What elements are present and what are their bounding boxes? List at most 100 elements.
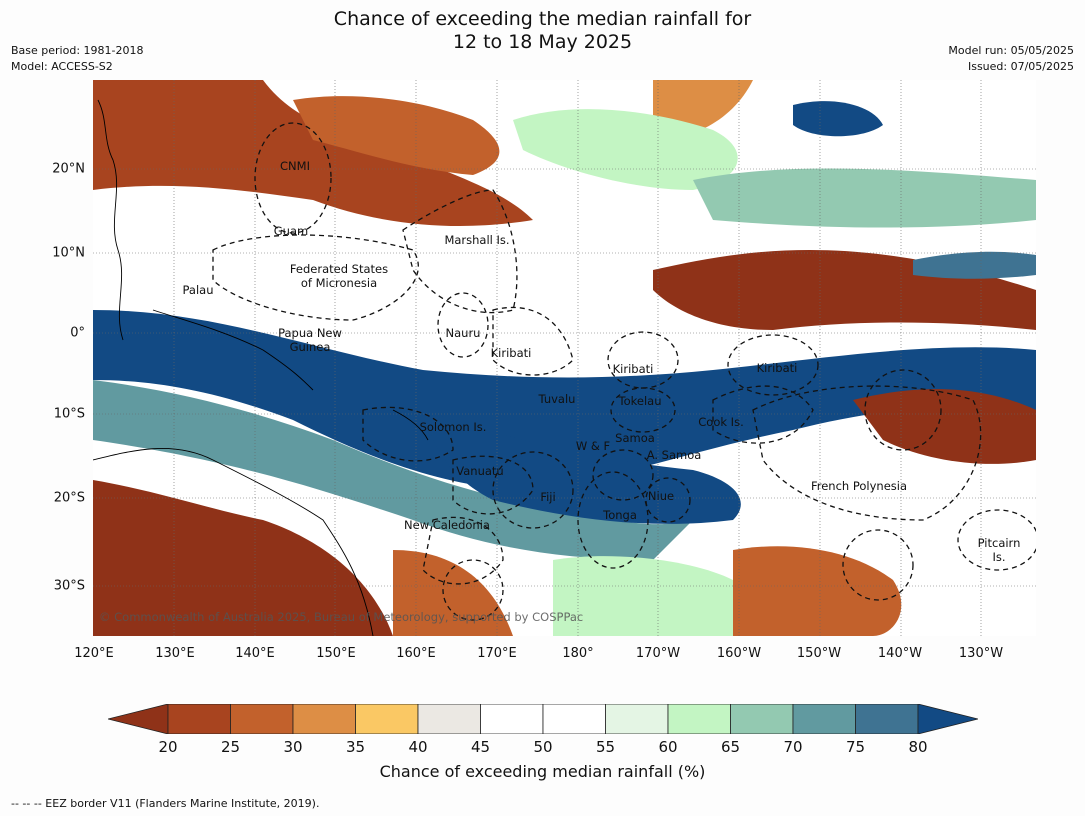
label-pitcairn-2: Is. [992, 550, 1005, 564]
label-niue: Niue [648, 489, 674, 503]
label-tuvalu: Tuvalu [538, 392, 576, 406]
colorbar-tick-label: 20 [158, 738, 178, 756]
label-kiribati-phoenix: Kiribati [613, 362, 654, 376]
lon-label: 140°W [877, 646, 923, 661]
lon-label: 150°E [316, 646, 356, 661]
label-american-samoa: A. Samoa [647, 448, 702, 462]
rainfall-map: CNMI Guam Marshall Is. Federated States … [93, 80, 1036, 636]
dry-region-north-west [93, 80, 533, 226]
wet-region-equatorial [93, 310, 1036, 490]
dry-region-south [393, 550, 513, 636]
colorbar-tick-label: 40 [408, 738, 428, 756]
label-png-2: Guinea [290, 340, 331, 354]
colorbar-extension-low [108, 704, 169, 734]
lon-label: 140°E [235, 646, 275, 661]
lat-label: 30°S [53, 578, 85, 594]
wet-region-east-band [913, 251, 1036, 279]
colorbar-title: Chance of exceeding median rainfall (%) [379, 762, 706, 781]
coastlines [93, 99, 429, 636]
label-new-caledonia: New Caledonia [404, 518, 490, 532]
colorbar-segment [855, 704, 919, 734]
dry-region-south-east [853, 389, 1036, 464]
wet-region-spcz [423, 410, 741, 524]
transition-region-equatorial [93, 380, 693, 560]
lon-label: 170°E [477, 646, 517, 661]
colorbar-segment [167, 704, 231, 734]
lon-label: 180° [562, 646, 594, 661]
lon-label: 170°W [635, 646, 681, 661]
label-nauru: Nauru [446, 326, 481, 340]
graticule [93, 80, 1036, 636]
lon-label: 150°W [796, 646, 842, 661]
colorbar-tick-label: 25 [220, 738, 241, 756]
colorbar-segment [230, 704, 294, 734]
eez-footer-note: -- -- -- EEZ border V11 (Flanders Marine… [11, 797, 320, 810]
label-kiribati-line: Kiribati [757, 361, 798, 375]
issued-date: Issued: 07/05/2025 [967, 60, 1074, 73]
moist-region-north-east [693, 168, 1036, 228]
label-french-polynesia: French Polynesia [811, 479, 907, 493]
colorbar-segment [605, 704, 669, 734]
lat-label: 20°N [52, 161, 85, 177]
meta-right: Model run: 05/05/2025 Issued: 07/05/2025 [948, 43, 1074, 75]
lon-label: 160°E [396, 646, 436, 661]
wet-region-north-east [793, 101, 883, 137]
colorbar-tick-label: 30 [283, 738, 303, 756]
dry-region-south-pacific [733, 546, 902, 636]
colorbar-segment [667, 704, 731, 734]
label-fsm-2: of Micronesia [301, 276, 377, 290]
colorbar-segment [792, 704, 856, 734]
colorbar-segment [292, 704, 356, 734]
colorbar-tick-label: 75 [845, 738, 866, 756]
model-run: Model run: 05/05/2025 [948, 44, 1074, 57]
colorbar-tick-label: 65 [720, 738, 741, 756]
map-title: Chance of exceeding the median rainfall … [0, 8, 1085, 54]
dry-region-australia [93, 480, 393, 636]
title-line-1: Chance of exceeding the median rainfall … [333, 8, 752, 30]
label-fiji: Fiji [540, 490, 555, 504]
label-kiribati-gilbert: Kiribati [491, 346, 532, 360]
dry-region-north-mid [293, 96, 500, 175]
colorbar-extension-high [917, 704, 978, 734]
colorbar [108, 704, 978, 734]
lat-label: 10°N [52, 245, 85, 261]
label-cnmi: CNMI [280, 159, 310, 173]
label-cook: Cook Is. [698, 415, 743, 429]
lat-label: 0° [70, 325, 85, 341]
colorbar-tick-label: 35 [345, 738, 366, 756]
label-solomon: Solomon Is. [420, 420, 487, 434]
label-marshall: Marshall Is. [444, 233, 509, 247]
lon-label: 120°E [74, 646, 114, 661]
label-tonga: Tonga [602, 508, 637, 522]
colorbar-tick-label: 70 [783, 738, 803, 756]
colorbar-tick-label: 80 [908, 738, 928, 756]
colorbar-tick-label: 50 [533, 738, 553, 756]
colorbar-tick-label: 55 [595, 738, 616, 756]
title-line-2: 12 to 18 May 2025 [452, 31, 633, 53]
colorbar-segment [542, 704, 606, 734]
eez-borders [212, 122, 1036, 621]
colorbar-segment [355, 704, 419, 734]
lon-label: 160°W [716, 646, 762, 661]
mid-region-south-pacific [553, 556, 733, 636]
model-name: Model: ACCESS-S2 [11, 60, 113, 73]
label-pitcairn-1: Pitcairn [978, 536, 1021, 550]
lon-label: 130°E [155, 646, 195, 661]
colorbar-tick-label: 60 [658, 738, 678, 756]
label-fsm-1: Federated States [290, 262, 388, 276]
copyright-text: © Commonwealth of Australia 2025, Bureau… [99, 610, 583, 624]
colorbar-segment [480, 704, 544, 734]
moist-region-north [513, 109, 738, 190]
lon-label: 130°W [958, 646, 1004, 661]
label-guam: Guam [274, 224, 308, 238]
base-period: Base period: 1981-2018 [11, 44, 144, 57]
label-png-1: Papua New [278, 326, 342, 340]
lat-label: 20°S [53, 490, 85, 506]
label-tokelau: Tokelau [618, 394, 662, 408]
label-samoa: Samoa [615, 431, 655, 445]
colorbar-segment [730, 704, 794, 734]
lat-label: 10°S [53, 406, 85, 422]
colorbar-segment [417, 704, 481, 734]
colorbar-tick-label: 45 [470, 738, 491, 756]
label-wf: W & F [576, 439, 610, 453]
